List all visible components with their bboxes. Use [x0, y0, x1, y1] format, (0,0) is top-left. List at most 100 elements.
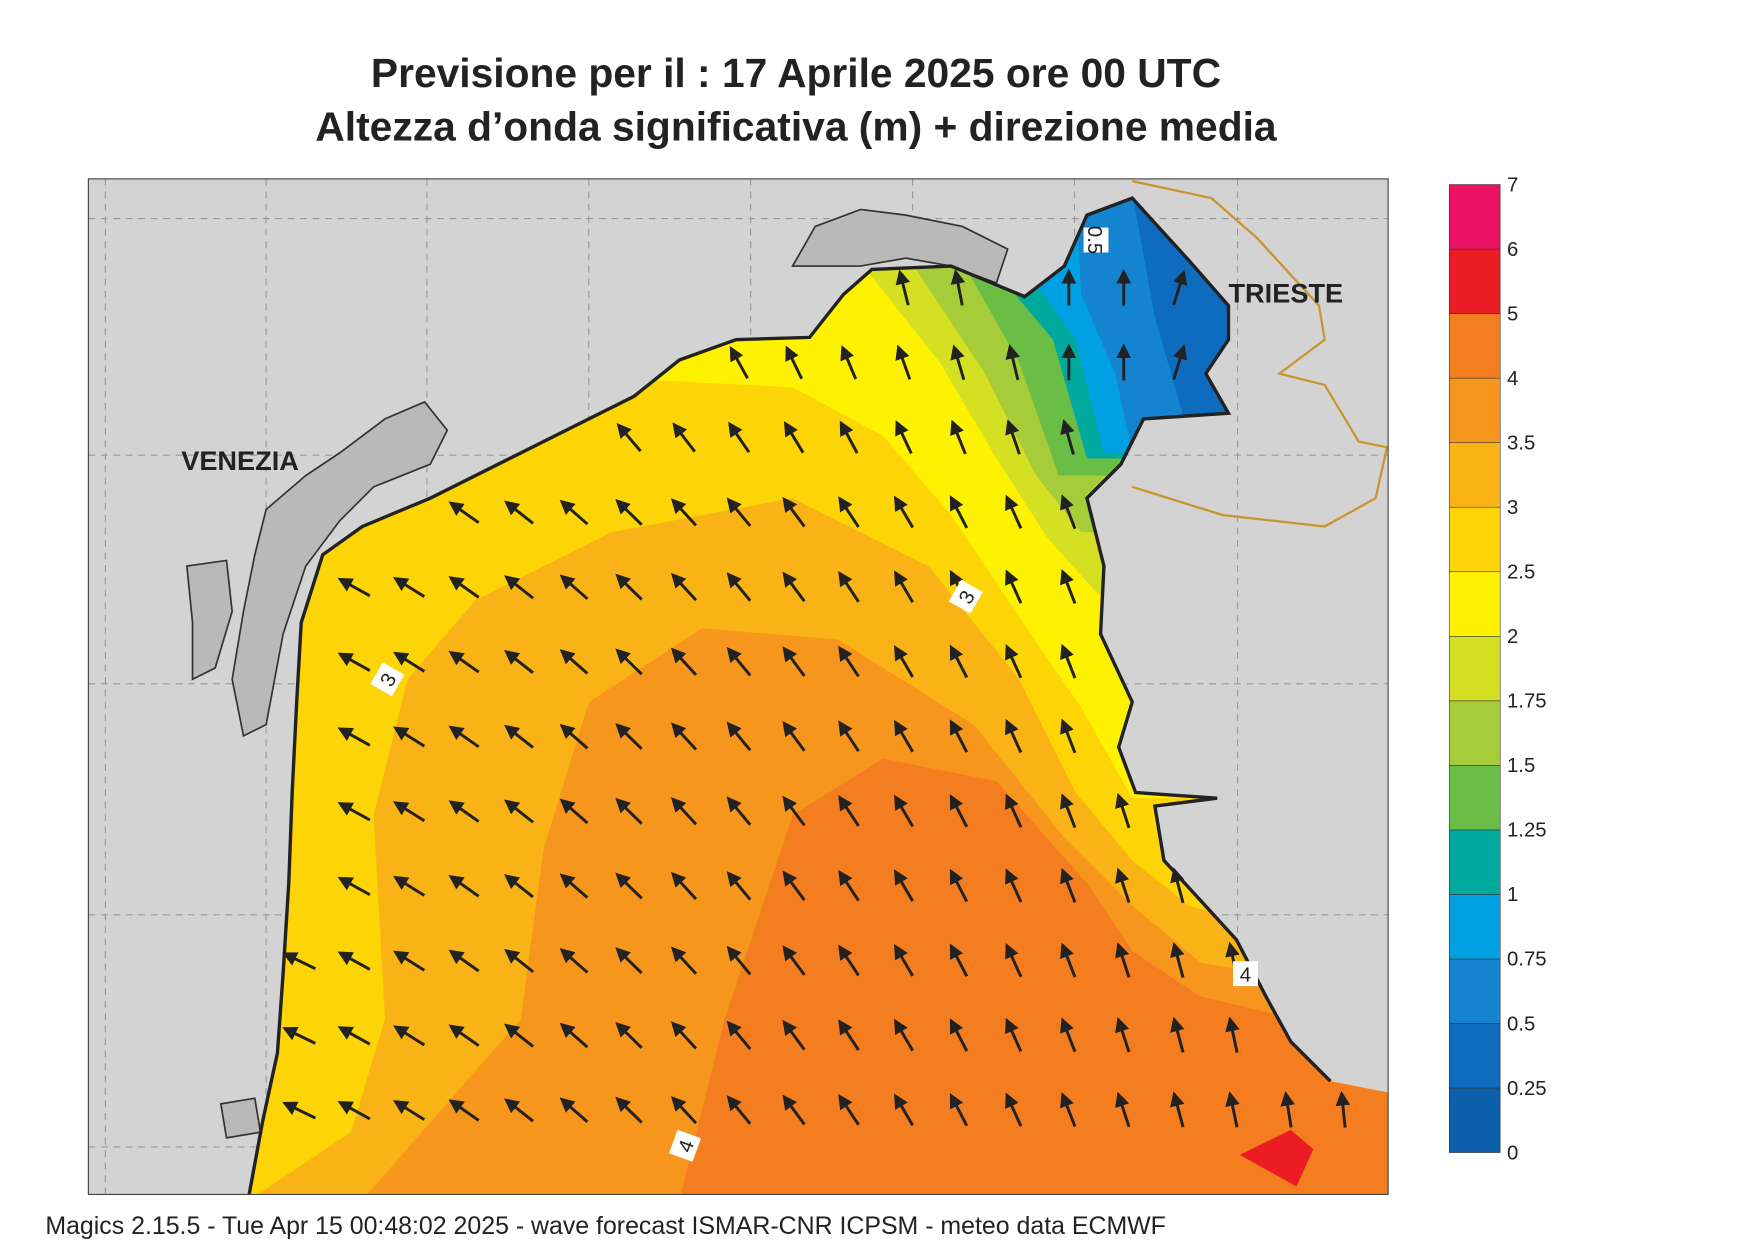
direction-arrow	[670, 572, 698, 602]
colorbar-label: 3	[1507, 497, 1518, 519]
direction-arrow	[783, 421, 805, 454]
direction-arrow	[949, 1092, 969, 1127]
direction-arrow	[1005, 1017, 1023, 1053]
direction-arrow	[949, 719, 969, 753]
contour-label-text: 4	[1240, 965, 1251, 987]
direction-arrow	[1005, 718, 1023, 754]
colorbar-label: 4	[1507, 368, 1518, 390]
direction-arrow	[393, 801, 426, 823]
direction-arrow	[448, 1024, 480, 1047]
colorbar-swatch	[1448, 636, 1501, 702]
direction-arrow	[1115, 942, 1131, 978]
direction-arrow	[949, 495, 969, 529]
direction-arrow	[1005, 943, 1023, 978]
direction-arrow	[950, 419, 967, 455]
subtitle: Altezza d’onda significativa (m) + direz…	[315, 103, 1277, 149]
direction-arrow	[838, 496, 860, 528]
direction-arrow	[726, 646, 752, 677]
direction-arrow	[838, 720, 860, 753]
direction-arrow	[726, 1020, 752, 1050]
direction-arrow	[894, 944, 914, 977]
direction-arrow	[726, 572, 752, 602]
direction-arrow	[393, 651, 426, 673]
colorbar-swatch	[1448, 1023, 1501, 1089]
direction-arrow	[559, 948, 589, 974]
direction-arrow	[1225, 1016, 1240, 1053]
direction-arrow	[1225, 1091, 1240, 1128]
direction-arrow	[670, 871, 698, 900]
direction-arrow	[1335, 1090, 1351, 1128]
direction-arrow	[726, 945, 752, 976]
direction-arrow	[726, 871, 752, 901]
direction-arrow	[615, 1022, 643, 1049]
direction-arrow	[559, 1097, 589, 1123]
wave-direction-arrows	[282, 268, 1351, 1128]
direction-arrow	[1060, 1092, 1077, 1128]
direction-arrow	[726, 497, 752, 527]
contour-label: 3	[370, 662, 405, 697]
direction-arrow	[504, 500, 534, 525]
direction-arrow	[337, 951, 371, 971]
direction-arrow	[1060, 643, 1077, 679]
direction-arrow	[895, 344, 912, 380]
direction-arrow	[670, 946, 698, 975]
colorbar-label: 5	[1507, 303, 1518, 325]
direction-arrow	[615, 648, 643, 676]
direction-arrow	[785, 345, 803, 380]
direction-arrow	[670, 797, 698, 826]
direction-arrow	[894, 495, 914, 529]
direction-arrow	[1170, 941, 1185, 979]
direction-arrow	[838, 795, 860, 827]
direction-arrow	[393, 950, 426, 972]
direction-arrow	[448, 725, 480, 749]
contour-label: 0.5	[1083, 226, 1109, 254]
direction-arrow	[504, 575, 534, 600]
direction-arrow	[504, 724, 534, 749]
direction-arrow	[1005, 344, 1020, 381]
direction-arrow	[337, 1101, 371, 1121]
direction-arrow	[672, 422, 696, 453]
direction-arrow	[1060, 418, 1075, 455]
place-label: VENEZIA	[181, 445, 299, 476]
direction-arrow	[726, 721, 752, 752]
direction-arrow	[894, 719, 914, 753]
colorbar-swatch	[1448, 506, 1501, 573]
direction-arrow	[838, 1019, 860, 1051]
direction-arrow	[1005, 569, 1023, 604]
direction-arrow	[1280, 1090, 1295, 1128]
direction-arrow	[337, 876, 371, 897]
colorbar-label: 2	[1507, 626, 1518, 648]
direction-arrow	[895, 269, 910, 306]
colorbar-swatch	[1448, 765, 1501, 831]
direction-arrow	[1005, 1092, 1023, 1127]
direction-arrow	[726, 796, 752, 826]
direction-arrow	[393, 1100, 426, 1121]
direction-arrow	[504, 650, 534, 674]
direction-arrow	[559, 499, 589, 526]
direction-arrow	[559, 1022, 589, 1049]
colorbar-swatch	[1448, 958, 1501, 1024]
wave-height-band	[679, 758, 1389, 1195]
direction-arrow	[670, 647, 698, 676]
direction-arrow	[838, 944, 860, 977]
direction-arrow	[1115, 867, 1131, 904]
direction-arrow	[949, 943, 969, 977]
colorbar-swatch	[1448, 1087, 1501, 1153]
direction-arrow	[729, 345, 749, 380]
title: Previsione per il : 17 Aprile 2025 ore 0…	[371, 50, 1221, 96]
direction-arrow	[894, 869, 914, 902]
direction-arrow	[559, 798, 589, 825]
colorbar-label: 0.5	[1507, 1013, 1535, 1035]
direction-arrow	[282, 952, 317, 970]
direction-arrow	[950, 344, 966, 381]
direction-arrow	[337, 577, 371, 598]
direction-arrow	[1170, 867, 1185, 904]
direction-arrow	[840, 345, 858, 380]
direction-arrow	[670, 1096, 698, 1125]
contour-label-box	[1233, 961, 1258, 987]
colorbar-swatch	[1448, 829, 1501, 895]
colorbar-label: 7	[1507, 174, 1518, 196]
direction-arrow	[894, 645, 914, 678]
